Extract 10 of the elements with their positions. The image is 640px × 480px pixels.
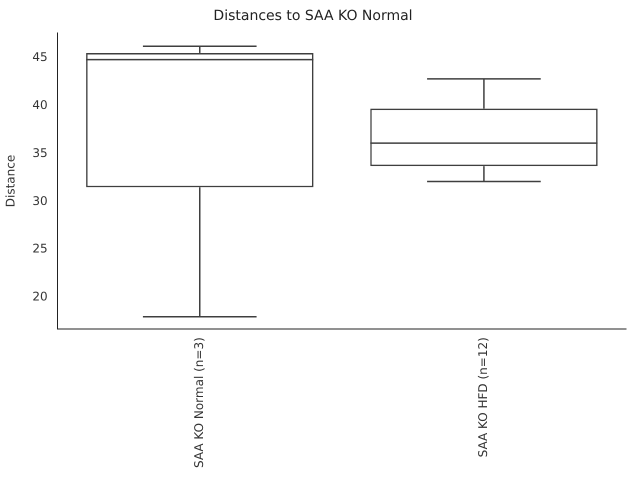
x-tick-label: SAA KO HFD (n=12) xyxy=(476,337,490,458)
y-tick-label: 35 xyxy=(32,146,48,160)
y-tick-label: 25 xyxy=(32,242,48,256)
y-tick-label: 45 xyxy=(32,50,48,64)
chart-title: Distances to SAA KO Normal xyxy=(213,8,413,24)
x-tick-label: SAA KO Normal (n=3) xyxy=(192,337,206,468)
y-axis-title: Distance xyxy=(3,154,18,208)
y-tick-label: 20 xyxy=(32,290,48,304)
y-tick-label: 40 xyxy=(32,98,48,112)
y-tick-label: 30 xyxy=(32,194,48,208)
